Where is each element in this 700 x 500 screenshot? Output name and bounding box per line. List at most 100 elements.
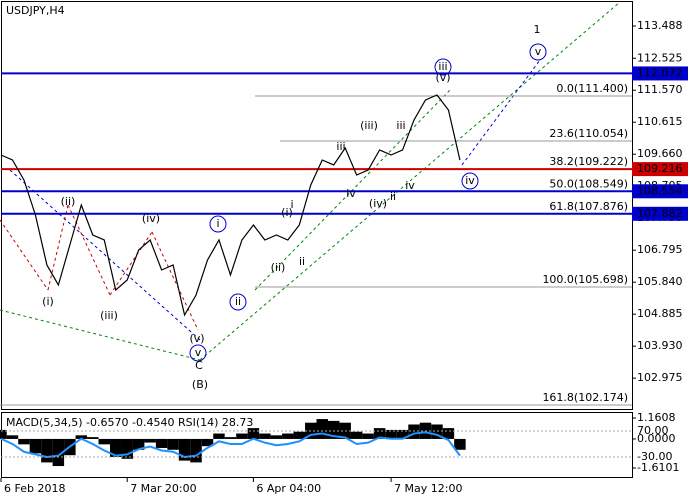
macd-bar bbox=[431, 424, 443, 439]
wave-label: iii bbox=[396, 119, 405, 132]
macd-bar bbox=[144, 438, 156, 443]
macd-bar bbox=[316, 419, 328, 439]
macd-bar bbox=[259, 433, 271, 439]
wave-circle bbox=[529, 43, 547, 61]
macd-bar bbox=[87, 437, 99, 439]
macd-bar bbox=[121, 438, 133, 459]
macd-bar bbox=[224, 437, 237, 439]
fib-label: 0.0(111.400) bbox=[556, 82, 628, 95]
fib-label: 38.2(109.222) bbox=[549, 155, 628, 168]
macd-bar bbox=[247, 428, 260, 439]
trend-line bbox=[109, 231, 153, 296]
level-box bbox=[632, 184, 688, 199]
macd-bar bbox=[178, 438, 191, 461]
wave-label: (B) bbox=[192, 378, 208, 391]
fib-label: 61.8(107.876) bbox=[549, 200, 628, 213]
macd-bar bbox=[190, 438, 202, 463]
level-label: 107.882 bbox=[637, 207, 683, 220]
y-tick-label: 112.525 bbox=[637, 51, 683, 64]
y2-tick-label: -30.00 bbox=[637, 450, 672, 463]
trend-line bbox=[151, 231, 199, 331]
macd-bar bbox=[454, 438, 466, 450]
main-panel bbox=[1, 1, 633, 410]
wave-label: v bbox=[535, 45, 542, 58]
macd-bar bbox=[385, 429, 397, 439]
wave-label: (iii) bbox=[100, 309, 118, 322]
trend-line bbox=[47, 204, 69, 291]
macd-bar bbox=[213, 433, 225, 439]
fib-label: 50.0(108.549) bbox=[549, 177, 628, 190]
macd-bar bbox=[408, 424, 420, 439]
x-tick-label: 6 Feb 2018 bbox=[4, 482, 65, 495]
chart-title: USDJPY,H4 bbox=[6, 4, 65, 17]
wave-label: (iv) bbox=[369, 197, 387, 210]
macd-bar bbox=[18, 438, 30, 445]
level-label: 109.216 bbox=[637, 162, 683, 175]
wave-circle bbox=[434, 58, 452, 76]
y-tick-label: 110.615 bbox=[637, 115, 683, 128]
wave-label: ii bbox=[235, 295, 241, 308]
y-tick-label: 105.840 bbox=[637, 275, 683, 288]
wave-label: i bbox=[290, 198, 293, 211]
y-tick-label: -1.6101 bbox=[637, 461, 679, 474]
macd-bar bbox=[155, 438, 168, 448]
wave-label: (iii) bbox=[360, 119, 378, 132]
macd-bar bbox=[6, 435, 19, 439]
wave-label: C bbox=[195, 359, 203, 372]
macd-bar bbox=[167, 438, 179, 450]
level-label: 108.554 bbox=[637, 184, 683, 197]
wave-label: (v) bbox=[189, 332, 204, 345]
macd-bar bbox=[362, 433, 374, 439]
wave-label: iii bbox=[336, 140, 345, 153]
macd-bar bbox=[132, 438, 145, 450]
indicator-title: MACD(5,34,5) -0.6570 -0.4540 RSI(14) 28.… bbox=[6, 416, 253, 429]
wave-label: (i) bbox=[42, 295, 54, 308]
y-tick-label: 0.0000 bbox=[637, 432, 676, 445]
x-tick-label: 7 May 12:00 bbox=[394, 482, 462, 495]
level-box bbox=[632, 66, 688, 81]
wave-label: ii bbox=[390, 190, 396, 203]
macd-bar bbox=[327, 420, 340, 439]
wave-label: v bbox=[195, 346, 202, 359]
wave-label: (ii) bbox=[271, 261, 286, 274]
wave-label: iv bbox=[346, 187, 356, 200]
indicator-panel bbox=[1, 412, 633, 478]
wave-circle bbox=[229, 293, 247, 311]
macd-bar bbox=[41, 438, 53, 463]
y-tick-label: 111.570 bbox=[637, 83, 683, 96]
trend-line bbox=[0, 219, 49, 291]
wave-circle bbox=[189, 344, 207, 362]
macd-bar bbox=[109, 438, 122, 457]
wave-label: (ii) bbox=[61, 195, 76, 208]
y2-tick-label: 70.00 bbox=[637, 424, 669, 437]
x-tick-label: 7 Mar 20:00 bbox=[130, 482, 196, 495]
fib-label: 23.6(110.054) bbox=[549, 127, 628, 140]
macd-bar bbox=[396, 429, 409, 439]
macd-bar bbox=[98, 438, 110, 445]
level-box bbox=[632, 162, 688, 177]
trend-line bbox=[199, 1, 621, 361]
wave-lines bbox=[0, 1, 621, 361]
trend-line bbox=[9, 169, 201, 341]
y-tick-label: 1.1608 bbox=[637, 411, 676, 424]
wave-circle bbox=[461, 172, 479, 190]
wave-label: iv bbox=[405, 179, 415, 192]
macd-bar bbox=[442, 428, 455, 439]
level-label: 112.072 bbox=[637, 66, 683, 79]
x-tick-label: 6 Apr 04:00 bbox=[256, 482, 321, 495]
fib-label: 161.8(102.174) bbox=[542, 391, 628, 404]
trend-line bbox=[254, 89, 451, 291]
trend-line bbox=[0, 309, 201, 361]
fib-label: 100.0(105.698) bbox=[542, 273, 628, 286]
wave-circle bbox=[209, 215, 227, 233]
wave-label: ii bbox=[299, 255, 305, 268]
wave-label: (v) bbox=[435, 71, 450, 84]
y-tick-label: 113.488 bbox=[637, 19, 683, 32]
price-line bbox=[0, 94, 461, 317]
macd-bar bbox=[52, 438, 65, 467]
macd-bar bbox=[270, 435, 283, 439]
trend-line bbox=[461, 59, 541, 166]
macd-bar bbox=[29, 438, 42, 454]
wave-label: iii bbox=[438, 60, 447, 73]
